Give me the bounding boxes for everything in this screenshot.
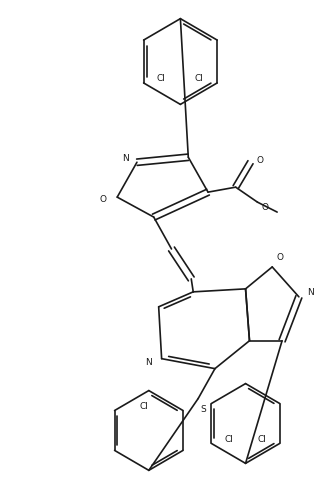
Text: S: S [200, 404, 206, 413]
Text: Cl: Cl [195, 75, 204, 83]
Text: Cl: Cl [225, 434, 233, 443]
Text: N: N [307, 288, 314, 297]
Text: O: O [262, 202, 269, 211]
Text: Cl: Cl [258, 434, 266, 443]
Text: O: O [277, 253, 284, 262]
Text: N: N [146, 357, 152, 366]
Text: O: O [257, 155, 264, 165]
Text: O: O [100, 194, 107, 203]
Text: N: N [122, 153, 129, 163]
Text: Cl: Cl [140, 401, 148, 410]
Text: Cl: Cl [157, 75, 166, 83]
